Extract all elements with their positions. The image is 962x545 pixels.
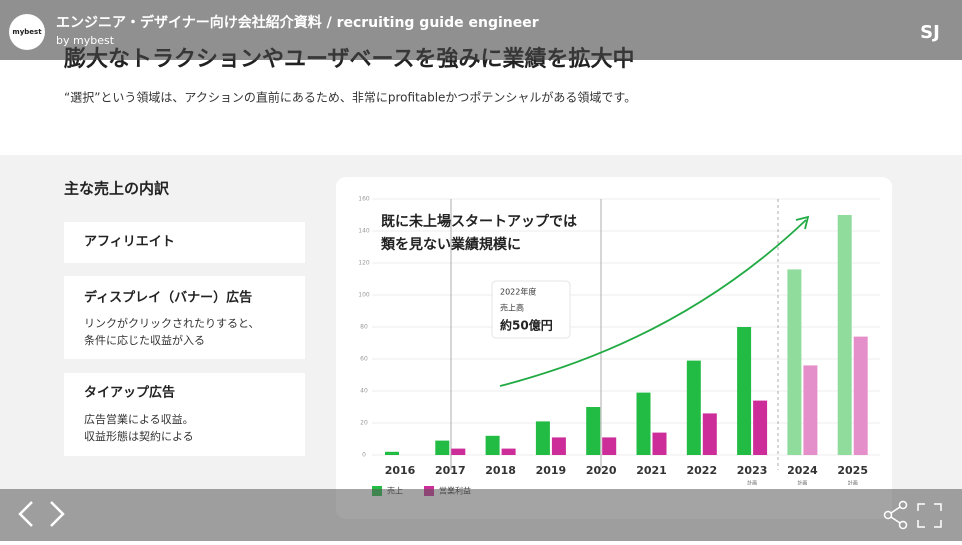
bar: [837, 215, 852, 455]
share-button[interactable]: [883, 500, 908, 530]
card-body: 条件に応じた収益が入る: [84, 333, 205, 347]
x-sublabel: 計画: [797, 480, 807, 487]
byline[interactable]: by mybest: [56, 34, 115, 47]
card-body: リンクがクリックされたりすると、: [84, 316, 260, 330]
callout-box: [491, 280, 571, 339]
bar: [787, 269, 802, 455]
bar: [535, 421, 550, 455]
bar: [586, 407, 601, 455]
bar: [501, 448, 516, 455]
fullscreen-button[interactable]: [917, 503, 942, 528]
bar: [686, 360, 701, 455]
growth-arrow: [499, 219, 807, 387]
x-tick-label: 2019: [536, 464, 567, 477]
bar: [853, 336, 868, 455]
bar: [652, 432, 667, 455]
x-sublabel: 計画: [848, 480, 858, 487]
y-tick-label: 100: [358, 292, 370, 299]
prev-button[interactable]: [18, 501, 33, 527]
x-sublabel: 計画: [747, 480, 757, 487]
brand-logo[interactable]: SJ: [920, 22, 940, 43]
bar: [551, 437, 566, 455]
callout-text: 約50億円: [500, 318, 553, 333]
callout-text: 2022年度: [500, 287, 536, 297]
bar: [435, 440, 450, 455]
section-title: 主な売上の内訳: [64, 180, 170, 198]
card: [64, 222, 305, 263]
x-tick-label: 2025: [837, 464, 868, 477]
y-tick-label: 80: [360, 324, 368, 331]
bar: [702, 413, 717, 455]
y-tick-label: 60: [360, 356, 368, 363]
y-tick-label: 0: [362, 452, 366, 459]
x-tick-label: 2023: [737, 464, 768, 477]
bar: [753, 400, 768, 455]
card: [64, 373, 305, 456]
x-tick-label: 2016: [385, 464, 416, 477]
y-tick-label: 140: [358, 228, 370, 235]
bar: [385, 451, 399, 455]
x-tick-label: 2021: [636, 464, 667, 477]
annotation: 類を見ない業績規模に: [380, 236, 521, 253]
card-title: タイアップ広告: [84, 385, 175, 401]
x-tick-label: 2018: [485, 464, 516, 477]
bar: [636, 392, 651, 455]
x-tick-label: 2017: [435, 464, 466, 477]
y-tick-label: 20: [360, 420, 368, 427]
next-button[interactable]: [50, 501, 65, 527]
logo-text: mybest: [12, 28, 42, 36]
logo[interactable]: [9, 14, 45, 50]
bar: [602, 437, 617, 455]
subheading: “選択”という領域は、アクションの直前にあるため、非常にprofitableかつ…: [64, 90, 636, 105]
x-tick-label: 2022: [686, 464, 717, 477]
callout-text: 売上高: [500, 303, 524, 313]
y-tick-label: 160: [358, 196, 370, 203]
card-body: 広告営業による収益。: [84, 412, 194, 426]
card-title: ディスプレイ（バナー）広告: [84, 290, 252, 306]
bar: [451, 448, 466, 455]
bar: [803, 365, 818, 455]
card-title: アフィリエイト: [84, 235, 175, 250]
bottom-bar: [0, 489, 962, 541]
deck-title[interactable]: エンジニア・デザイナー向け会社紹介資料 / recruiting guide e…: [56, 14, 539, 31]
top-bar: [0, 0, 962, 60]
x-tick-label: 2020: [586, 464, 617, 477]
x-tick-label: 2024: [787, 464, 818, 477]
annotation: 既に未上場スタートアップでは: [381, 213, 577, 230]
bar: [737, 327, 752, 455]
y-tick-label: 40: [360, 388, 368, 395]
card-body: 収益形態は契約による: [84, 429, 194, 443]
arrow-head: [795, 215, 810, 230]
chart: 0 20 40 60 80 100 120 140 160 2016 2017 2018 2019 202…: [358, 196, 880, 496]
y-tick-label: 120: [358, 260, 370, 267]
bar: [485, 435, 500, 455]
card: [64, 276, 305, 359]
